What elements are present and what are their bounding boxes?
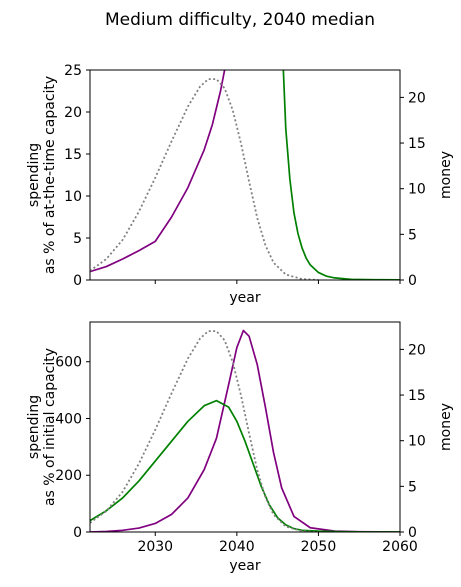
y-left-axis-label-line: as % of at-the-time capacity (42, 76, 58, 274)
series-line-dotted (90, 78, 319, 280)
y-left-tick-label: 25 (64, 63, 82, 79)
series-line-green (282, 70, 400, 280)
y-left-tick-label: 0 (73, 525, 82, 541)
y-left-tick-label: 10 (64, 189, 82, 205)
y-left-tick-label: 0 (73, 273, 82, 289)
y-left-tick-label: 20 (64, 105, 82, 121)
y-right-tick-label: 15 (408, 136, 426, 152)
y-right-tick-label: 20 (408, 342, 426, 358)
y-left-tick-label: 15 (64, 147, 82, 163)
top-panel: 0 5 10 15 20 25 0 5 10 15 20 year spendingas % of at… (26, 63, 454, 306)
y-left-tick-label: 200 (55, 468, 82, 484)
y-right-tick-label: 5 (408, 479, 417, 495)
y-right-tick-label: 20 (408, 90, 426, 106)
x-tick-label: 2030 (137, 539, 173, 555)
y-left-tick-label: 600 (55, 355, 82, 371)
y-right-tick-label: 5 (408, 227, 417, 243)
y-left-tick-label: 400 (55, 411, 82, 427)
x-tick-label: 2050 (301, 539, 337, 555)
series-line-dotted (90, 330, 319, 532)
y-left-axis-label-line: spending (26, 143, 42, 207)
y-left-tick-label: 5 (73, 231, 82, 247)
y-right-tick-label: 10 (408, 182, 426, 198)
y-left-axis-label-line: as % of initial capacity (42, 348, 58, 506)
bottom-panel: 2030 2040 2050 2060020040060005101520yearsp… (26, 321, 454, 574)
x-tick-label: 2060 (382, 539, 418, 555)
series-line-purple (90, 70, 226, 273)
x-axis-label: year (229, 558, 260, 574)
series-line-green (90, 399, 400, 532)
plot-frame (89, 321, 401, 533)
figure-title: Medium difficulty, 2040 median (105, 10, 375, 30)
y-right-tick-label: 10 (408, 434, 426, 450)
y-right-axis-label: money (438, 151, 454, 199)
y-right-tick-label: 0 (408, 525, 417, 541)
y-right-tick-label: 0 (408, 273, 417, 289)
plot-frame (89, 69, 401, 281)
x-axis-label: year (229, 290, 260, 306)
y-left-axis-label: spendingas % of at-the-time capacity (26, 76, 58, 274)
y-left-axis-label: spendingas % of initial capacity (26, 348, 58, 506)
y-left-axis-label-line: spending (26, 395, 42, 459)
y-right-axis-label: money (438, 403, 454, 451)
x-tick-label: 2040 (219, 539, 255, 555)
y-right-tick-label: 15 (408, 388, 426, 404)
series-line-purple (90, 329, 400, 532)
